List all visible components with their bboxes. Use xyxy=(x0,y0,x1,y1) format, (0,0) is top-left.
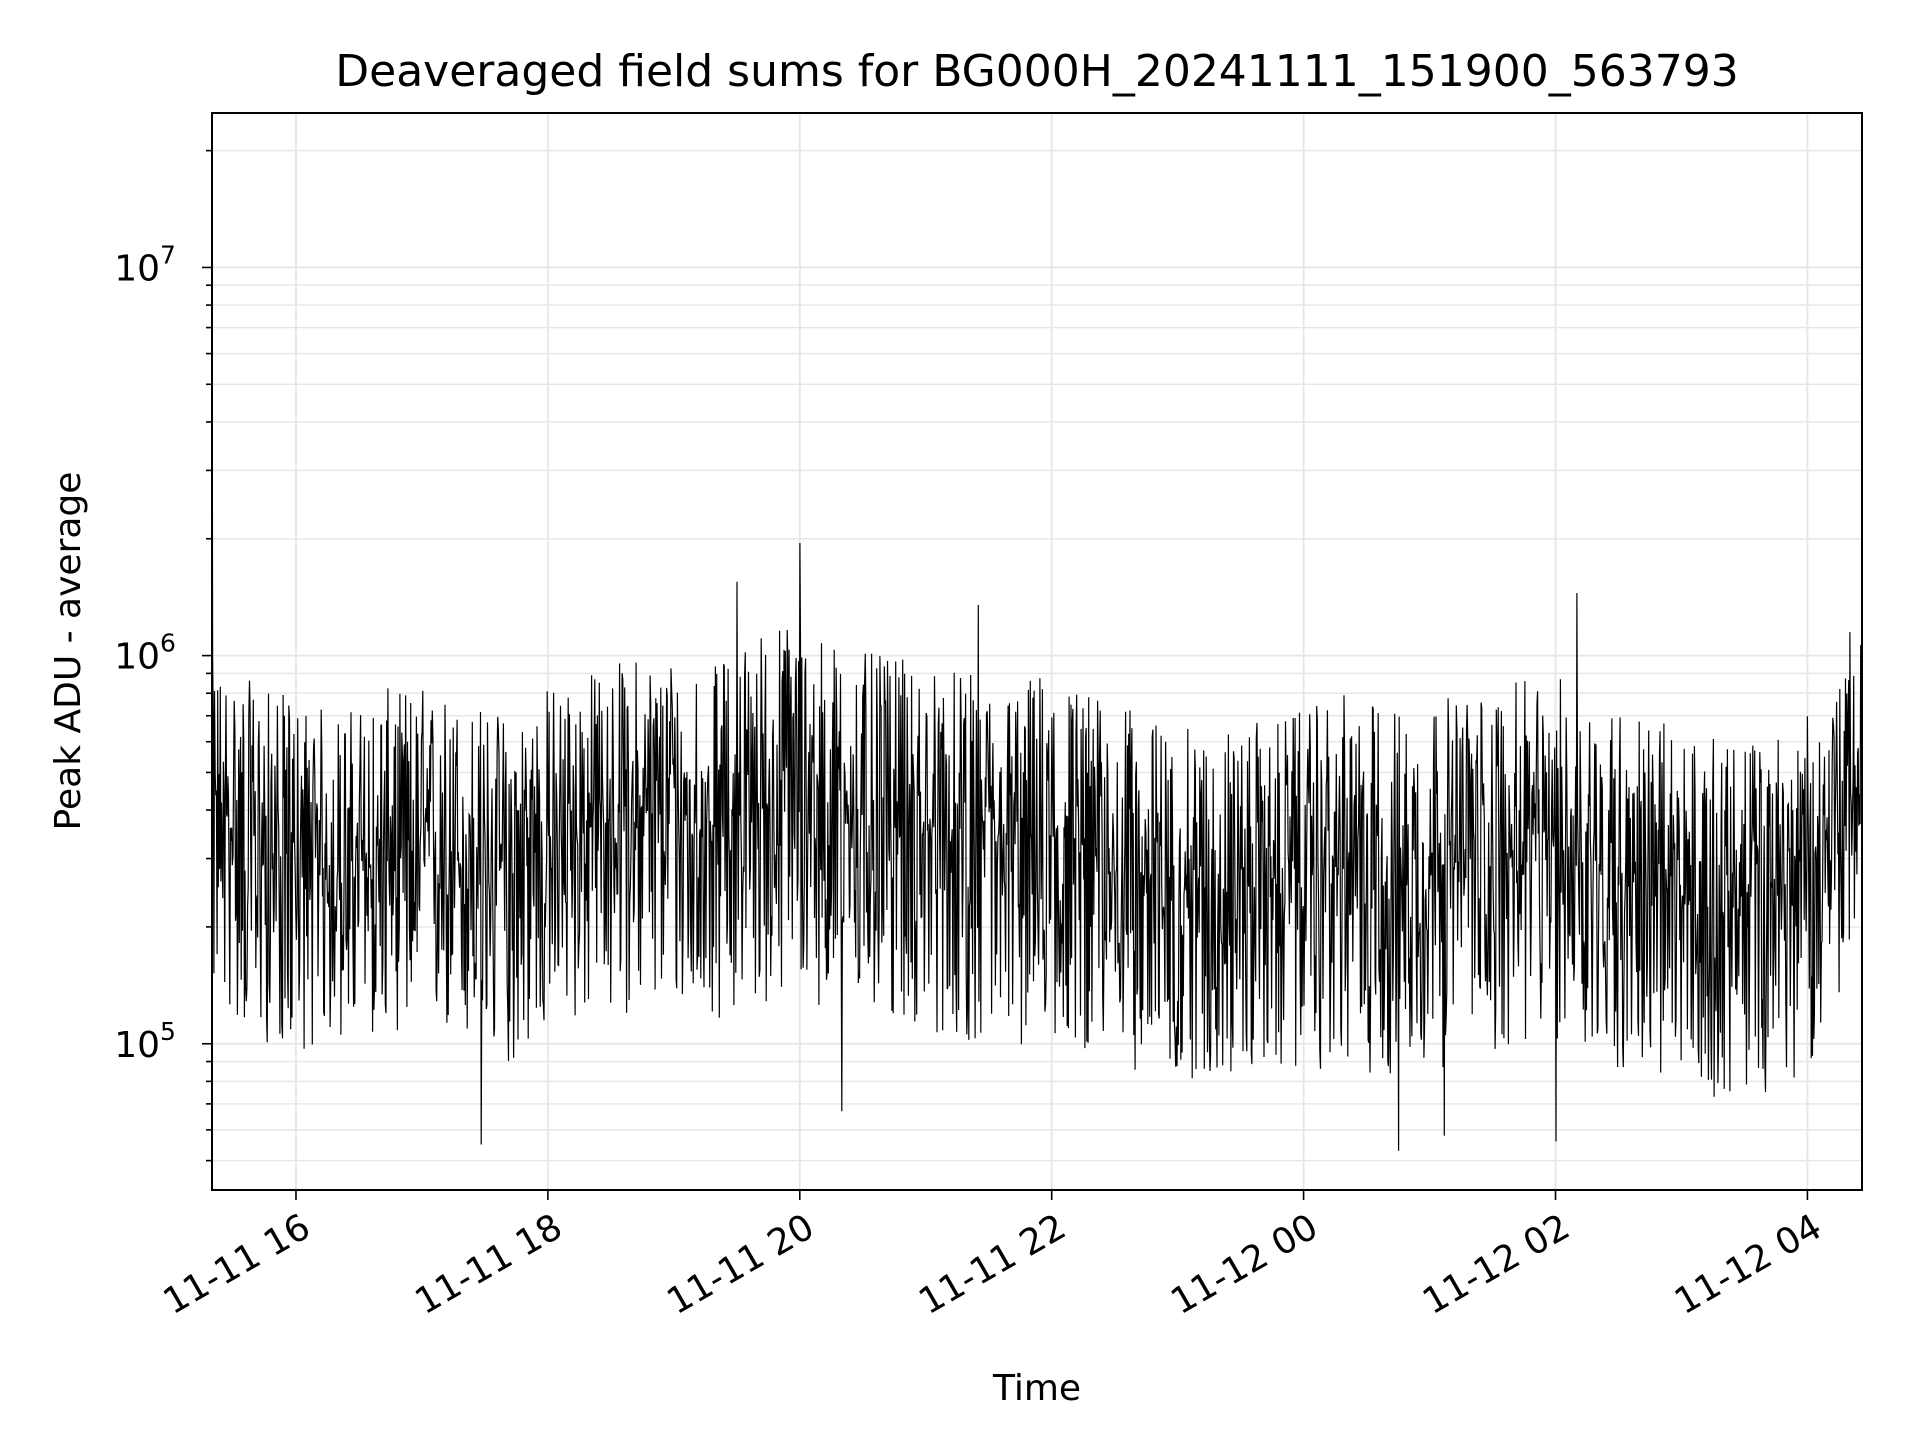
chart-title: Deaveraged field sums for BG000H_2024111… xyxy=(335,46,1738,97)
y-tick-exponent: 6 xyxy=(160,629,176,658)
x-axis-label: Time xyxy=(992,1368,1081,1409)
y-tick-label: 10 xyxy=(114,248,160,289)
y-tick-exponent: 5 xyxy=(160,1017,176,1046)
tick-layer xyxy=(202,149,1809,1200)
y-tick-label: 10 xyxy=(114,637,160,678)
series-layer xyxy=(211,159,1863,1151)
y-tick-label: 10 xyxy=(114,1025,160,1066)
series-line xyxy=(211,159,1863,1151)
plot-frame xyxy=(211,112,1863,1191)
y-axis-label: Peak ADU - average xyxy=(48,472,89,831)
y-tick-exponent: 7 xyxy=(160,240,176,269)
